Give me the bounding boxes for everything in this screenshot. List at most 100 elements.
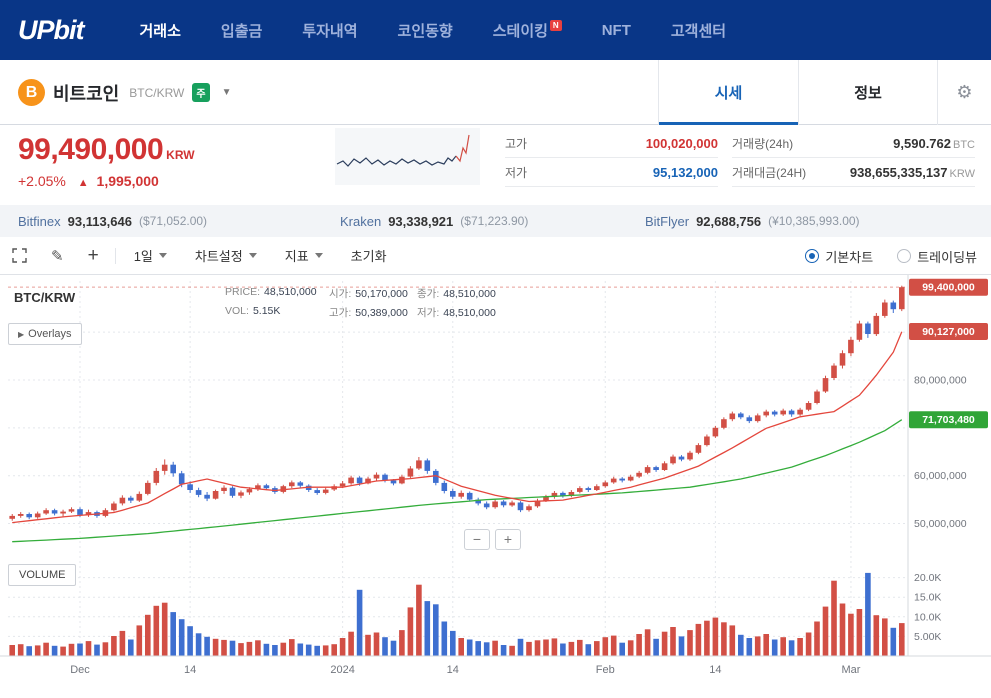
info-open-label: 시가:: [329, 288, 352, 300]
zoom-out-button[interactable]: −: [464, 529, 490, 550]
chevron-down-icon: ▼: [221, 87, 232, 98]
info-high: 고가: 50,389,000: [329, 305, 417, 320]
price-change: +2.05% ▲ 1,995,000: [18, 173, 195, 189]
top-nav: UPbit 거래소 입출금 투자내역 코인동향 스테이킹 N NFT 고객센터: [0, 0, 991, 60]
svg-text:50,000,000: 50,000,000: [914, 518, 967, 530]
candlestick-chart[interactable]: 50,000,000 60,000,000 80,000,000 5.00K 10.0K…: [0, 275, 991, 698]
radio-off-icon: [897, 249, 912, 263]
stat-volume-label: 거래량(24h): [732, 136, 794, 151]
chevron-down-icon: [158, 253, 167, 258]
stat-trade-value: 거래대금(24H) 938,655,335,137 KRW: [732, 158, 975, 187]
exchange-price: 93,338,921: [388, 213, 454, 229]
reset-button[interactable]: 초기화: [337, 237, 401, 275]
exchange-bitfinex: Bitfinex 93,113,646 ($71,052.00): [18, 205, 207, 237]
exchange-fiat: ($71,223.90): [460, 214, 529, 228]
stat-trade-value-unit: KRW: [949, 167, 975, 180]
interval-dropdown[interactable]: 1일: [120, 237, 181, 275]
radio-tradingview[interactable]: 트레이딩뷰: [897, 247, 977, 266]
overlays-button[interactable]: ▶ Overlays: [8, 323, 82, 345]
info-open-value: 50,170,000: [355, 288, 408, 300]
stat-volume: 거래량(24h) 9,590.762 BTC: [732, 129, 975, 158]
nav-item-nft[interactable]: NFT: [601, 21, 631, 39]
coin-header: B 비트코인 BTC/KRW 주 ▼ 시세 정보 ⚙: [0, 60, 991, 125]
indicator-label: 지표: [284, 249, 309, 264]
stat-volume-number: 9,590.762: [893, 135, 951, 151]
svg-text:71,703,480: 71,703,480: [922, 414, 975, 426]
change-amount: 1,995,000: [96, 173, 159, 189]
draw-pencil-icon[interactable]: ✎: [51, 247, 64, 265]
indicator-dropdown[interactable]: 지표: [271, 237, 337, 275]
triangle-right-icon: ▶: [18, 330, 25, 339]
bitcoin-icon: B: [18, 79, 45, 106]
stat-low-label: 저가: [505, 165, 528, 180]
svg-text:14: 14: [447, 664, 459, 676]
info-low-label: 저가:: [417, 307, 440, 319]
nav-item-investments[interactable]: 투자내역: [302, 22, 358, 40]
info-vol-label: VOL:: [225, 305, 249, 317]
svg-text:80,000,000: 80,000,000: [914, 375, 967, 387]
toolbar-divider: [114, 247, 116, 264]
current-price: 99,490,000: [18, 133, 164, 166]
info-high-value: 50,389,000: [355, 307, 408, 319]
mini-sparkline-chart: [335, 128, 480, 185]
info-price-value: 48,510,000: [264, 286, 317, 298]
info-vol: VOL: 5.15K: [225, 305, 329, 320]
stat-high-value: 100,020,000: [645, 135, 718, 151]
nav-menu: 거래소 입출금 투자내역 코인동향 스테이킹 N NFT 고객센터: [139, 19, 727, 41]
add-icon[interactable]: +: [87, 244, 99, 266]
exchange-price: 92,688,756: [696, 213, 762, 229]
chart-settings-dropdown[interactable]: 차트설정: [181, 237, 271, 275]
nav-item-support[interactable]: 고객센터: [670, 22, 727, 40]
chevron-down-icon: [314, 253, 323, 258]
svg-text:Mar: Mar: [841, 664, 860, 676]
info-open: 시가: 50,170,000: [329, 286, 417, 301]
tab-price[interactable]: 시세: [658, 60, 798, 125]
stat-high: 고가 100,020,000: [505, 129, 718, 158]
nav-item-staking[interactable]: 스테이킹 N: [492, 19, 562, 41]
chart-toolbar: ✎ + 1일 차트설정 지표 초기화 기본차트 트레이딩뷰: [0, 237, 991, 275]
svg-text:5.00K: 5.00K: [914, 631, 941, 643]
up-arrow-icon: ▲: [77, 177, 89, 189]
svg-text:99,400,000: 99,400,000: [922, 282, 975, 294]
exchange-price: 93,113,646: [67, 213, 132, 229]
exchange-name: BitFlyer: [645, 213, 690, 229]
stat-trade-value-label: 거래대금(24H): [732, 165, 807, 180]
svg-text:2024: 2024: [330, 664, 354, 676]
svg-text:20.0K: 20.0K: [914, 572, 941, 584]
radio-basic-chart[interactable]: 기본차트: [805, 247, 873, 266]
nav-item-deposit[interactable]: 입출금: [220, 22, 263, 40]
chart-symbol: BTC/KRW: [14, 290, 76, 305]
nav-item-exchange[interactable]: 거래소: [139, 22, 181, 40]
svg-text:60,000,000: 60,000,000: [914, 470, 967, 482]
info-vol-value: 5.15K: [252, 305, 281, 317]
exchange-name: Kraken: [340, 213, 382, 229]
upbit-logo[interactable]: UPbit: [18, 14, 84, 45]
radio-tradingview-label: 트레이딩뷰: [917, 249, 977, 265]
exchange-compare-bar: Bitfinex 93,113,646 ($71,052.00) Kraken …: [0, 205, 991, 237]
coin-selector[interactable]: B 비트코인 BTC/KRW 주 ▼: [18, 60, 231, 125]
nav-item-coin-trends[interactable]: 코인동향: [397, 22, 453, 40]
overlays-label: Overlays: [28, 328, 72, 340]
chart-type-radios: 기본차트 트레이딩뷰: [805, 237, 977, 275]
caution-badge: 주: [192, 83, 210, 102]
info-close: 종가: 48,510,000: [417, 286, 496, 301]
header-tabs: 시세 정보: [658, 60, 938, 125]
svg-text:Feb: Feb: [596, 664, 615, 676]
price-currency: KRW: [166, 148, 195, 162]
svg-text:14: 14: [709, 664, 721, 676]
tab-info[interactable]: 정보: [798, 60, 938, 125]
stat-low: 저가 95,132,000: [505, 158, 718, 187]
volume-pane-label: VOLUME: [8, 564, 77, 586]
fullscreen-icon[interactable]: [0, 237, 39, 275]
exchange-fiat: ($71,052.00): [139, 214, 208, 228]
chevron-down-icon: [248, 253, 257, 258]
price-panel: 99,490,000 KRW +2.05% ▲ 1,995,000 고가 100,…: [0, 125, 991, 205]
svg-text:15.0K: 15.0K: [914, 592, 941, 604]
zoom-controls: − +: [464, 529, 521, 550]
zoom-in-button[interactable]: +: [495, 529, 521, 550]
gear-icon[interactable]: ⚙: [956, 82, 973, 102]
current-price-block: 99,490,000 KRW +2.05% ▲ 1,995,000: [18, 133, 195, 189]
nav-item-staking-label: 스테이킹: [492, 22, 548, 40]
exchange-name: Bitfinex: [18, 213, 61, 229]
